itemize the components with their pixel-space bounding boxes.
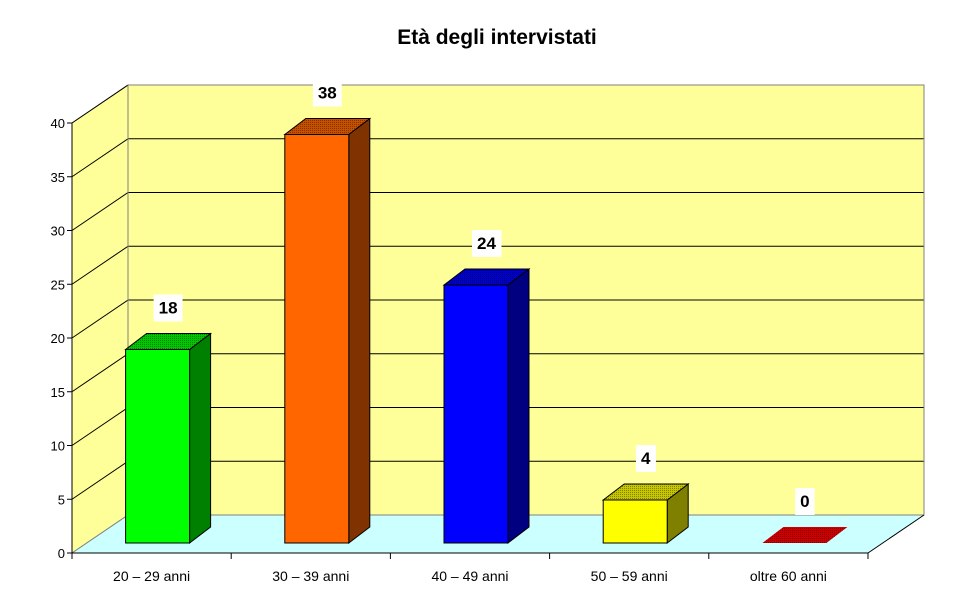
floor-edge-right (867, 514, 925, 554)
data-label-background (312, 79, 342, 107)
category-label: oltre 60 anni (750, 568, 827, 584)
bars (124, 117, 848, 545)
category-label: 20 – 29 anni (113, 568, 190, 584)
category-label: 40 – 49 anni (431, 568, 508, 584)
bar-front-face (284, 134, 350, 544)
gridline-side (71, 353, 129, 393)
bar-front-face (443, 284, 509, 544)
gridline-side (71, 138, 129, 178)
y-tick-label: 5 (58, 492, 65, 507)
y-tick-label: 10 (51, 439, 65, 454)
y-tick-label: 35 (51, 170, 65, 185)
bar-side-face (189, 332, 212, 545)
bar-2 (442, 267, 531, 545)
bar-front-face (602, 499, 668, 544)
data-label: 38 (318, 84, 337, 103)
bar-top-texture (603, 484, 689, 500)
data-label-background (153, 294, 183, 322)
y-tick-label: 30 (51, 224, 65, 239)
floor-edge-left (71, 514, 129, 554)
bar-4 (762, 527, 848, 543)
axes: 20 – 29 anni 30 – 39 anni 40 – 49 anni 50 –… (51, 116, 869, 584)
data-label-background (635, 445, 656, 472)
gridline-side (71, 245, 129, 285)
y-tick-label: 25 (51, 277, 65, 292)
data-label-background (472, 230, 502, 257)
category-label: 50 – 59 anni (591, 568, 668, 584)
data-label: 0 (800, 492, 809, 511)
bar-front-face (125, 349, 191, 544)
category-label: 30 – 39 anni (272, 568, 349, 584)
bar-0 (124, 332, 213, 545)
bar-side-face (348, 117, 371, 545)
gridline-side (71, 299, 129, 339)
bar-1 (283, 117, 372, 545)
data-label: 18 (159, 299, 178, 318)
y-tick-label: 20 (51, 331, 65, 346)
chart-title: Età degli intervistati (397, 26, 597, 49)
bar-top-texture (125, 333, 211, 350)
bar-side-face (507, 267, 530, 545)
bar-top-texture (444, 269, 529, 285)
y-tick-label: 15 (51, 385, 65, 400)
bar-3 (601, 482, 690, 545)
gridline-side (71, 460, 129, 500)
bar-flat-texture (762, 527, 848, 543)
gridline-side (71, 407, 129, 446)
data-label-background (795, 488, 815, 515)
gridline-side (71, 84, 129, 124)
bar-top-texture (284, 118, 370, 135)
data-labels: 18 38 24 4 0 (153, 79, 815, 515)
data-label: 4 (641, 449, 651, 468)
y-tick-label: 40 (51, 116, 65, 131)
data-label: 24 (477, 234, 496, 253)
y-tick-label: 0 (58, 546, 65, 561)
gridline-side (71, 192, 129, 231)
